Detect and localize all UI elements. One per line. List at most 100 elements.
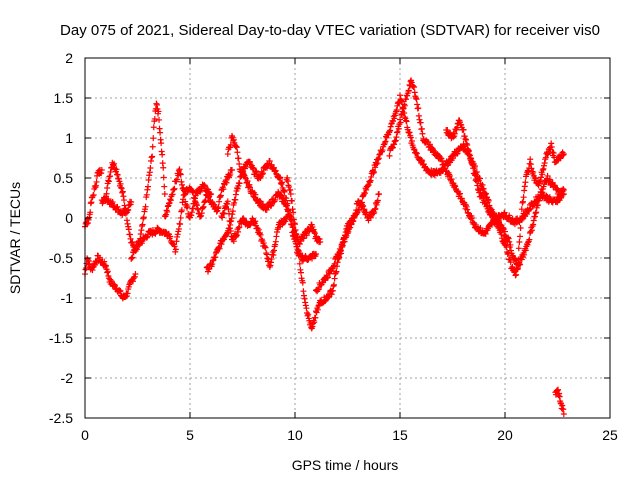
data-point <box>233 233 240 240</box>
data-point <box>256 231 263 238</box>
data-point <box>260 240 267 247</box>
data-point <box>215 245 222 252</box>
data-point <box>293 236 300 243</box>
data-point <box>232 196 239 203</box>
data-point <box>417 119 424 126</box>
data-point <box>178 178 185 185</box>
data-point <box>296 253 303 260</box>
data-point <box>257 231 264 238</box>
data-point <box>363 186 370 193</box>
x-axis-label: GPS time / hours <box>292 457 399 473</box>
data-point <box>179 181 186 188</box>
data-point <box>149 143 156 150</box>
data-point <box>209 261 216 268</box>
data-point <box>259 170 266 177</box>
data-point <box>189 189 196 196</box>
data-point <box>235 224 242 231</box>
data-point <box>281 188 288 195</box>
data-point <box>546 176 553 183</box>
y-tick-label: 1 <box>65 130 73 146</box>
data-point <box>222 177 229 184</box>
data-point <box>200 203 207 210</box>
data-point <box>235 155 242 162</box>
chart-title: Day 075 of 2021, Sidereal Day-to-day VTE… <box>60 22 600 39</box>
data-point <box>101 258 108 265</box>
data-point <box>507 259 514 266</box>
data-point <box>87 209 94 216</box>
data-point <box>200 204 207 211</box>
data-point <box>226 210 232 217</box>
data-point <box>522 179 529 186</box>
data-point <box>171 243 178 250</box>
data-point <box>212 254 219 261</box>
data-point <box>176 166 183 173</box>
data-point <box>262 244 269 251</box>
data-point <box>188 209 195 216</box>
data-point <box>460 126 467 133</box>
data-point <box>121 197 127 204</box>
data-point <box>175 226 182 233</box>
data-point <box>419 130 426 137</box>
data-point <box>279 179 286 186</box>
data-point <box>506 238 513 245</box>
data-point <box>532 199 539 206</box>
data-point <box>220 186 227 193</box>
data-point <box>139 221 146 228</box>
data-point <box>213 208 220 215</box>
data-point <box>557 194 564 201</box>
data-point <box>90 191 97 198</box>
data-point <box>470 165 477 172</box>
data-point <box>345 228 352 235</box>
y-tick-label: -2 <box>61 370 74 386</box>
data-point <box>198 210 205 217</box>
data-point <box>331 281 337 288</box>
data-point <box>515 245 522 252</box>
data-point <box>544 151 551 158</box>
data-point <box>539 167 546 174</box>
y-tick-label: -1.5 <box>49 330 73 346</box>
data-point <box>515 256 522 263</box>
data-point <box>177 221 184 228</box>
x-axis-ticks: 0 5 10 15 20 25 <box>81 58 618 443</box>
data-point <box>229 167 235 173</box>
data-point <box>278 192 285 199</box>
data-point <box>155 108 162 115</box>
data-point <box>128 255 135 262</box>
data-point <box>184 203 191 210</box>
data-point <box>374 197 381 204</box>
data-point <box>407 134 414 141</box>
data-point <box>235 228 242 235</box>
data-point <box>507 241 514 248</box>
data-point <box>198 212 205 219</box>
data-point <box>191 200 198 207</box>
data-point <box>379 147 386 154</box>
data-point <box>528 227 535 234</box>
data-point <box>289 197 295 204</box>
plot-frame <box>84 57 611 419</box>
data-point <box>98 170 105 177</box>
data-point <box>133 244 140 251</box>
data-point <box>386 152 393 159</box>
data-point <box>236 160 243 167</box>
data-point <box>268 202 275 209</box>
data-point <box>555 386 562 393</box>
data-point <box>277 174 284 181</box>
y-tick-label: 2 <box>65 50 73 66</box>
data-point <box>518 215 525 222</box>
data-point <box>223 179 230 186</box>
data-point <box>190 188 197 195</box>
data-point <box>116 287 123 294</box>
data-point <box>521 183 528 190</box>
data-point <box>550 149 557 156</box>
data-point <box>376 191 382 197</box>
data-point <box>324 274 331 281</box>
data-point <box>150 135 157 142</box>
data-point <box>517 225 524 232</box>
data-point <box>227 221 234 228</box>
data-point <box>517 233 523 240</box>
data-point <box>171 185 178 192</box>
data-point <box>229 208 236 215</box>
data-point <box>298 269 304 276</box>
data-point <box>177 170 184 177</box>
data-point <box>224 198 231 205</box>
